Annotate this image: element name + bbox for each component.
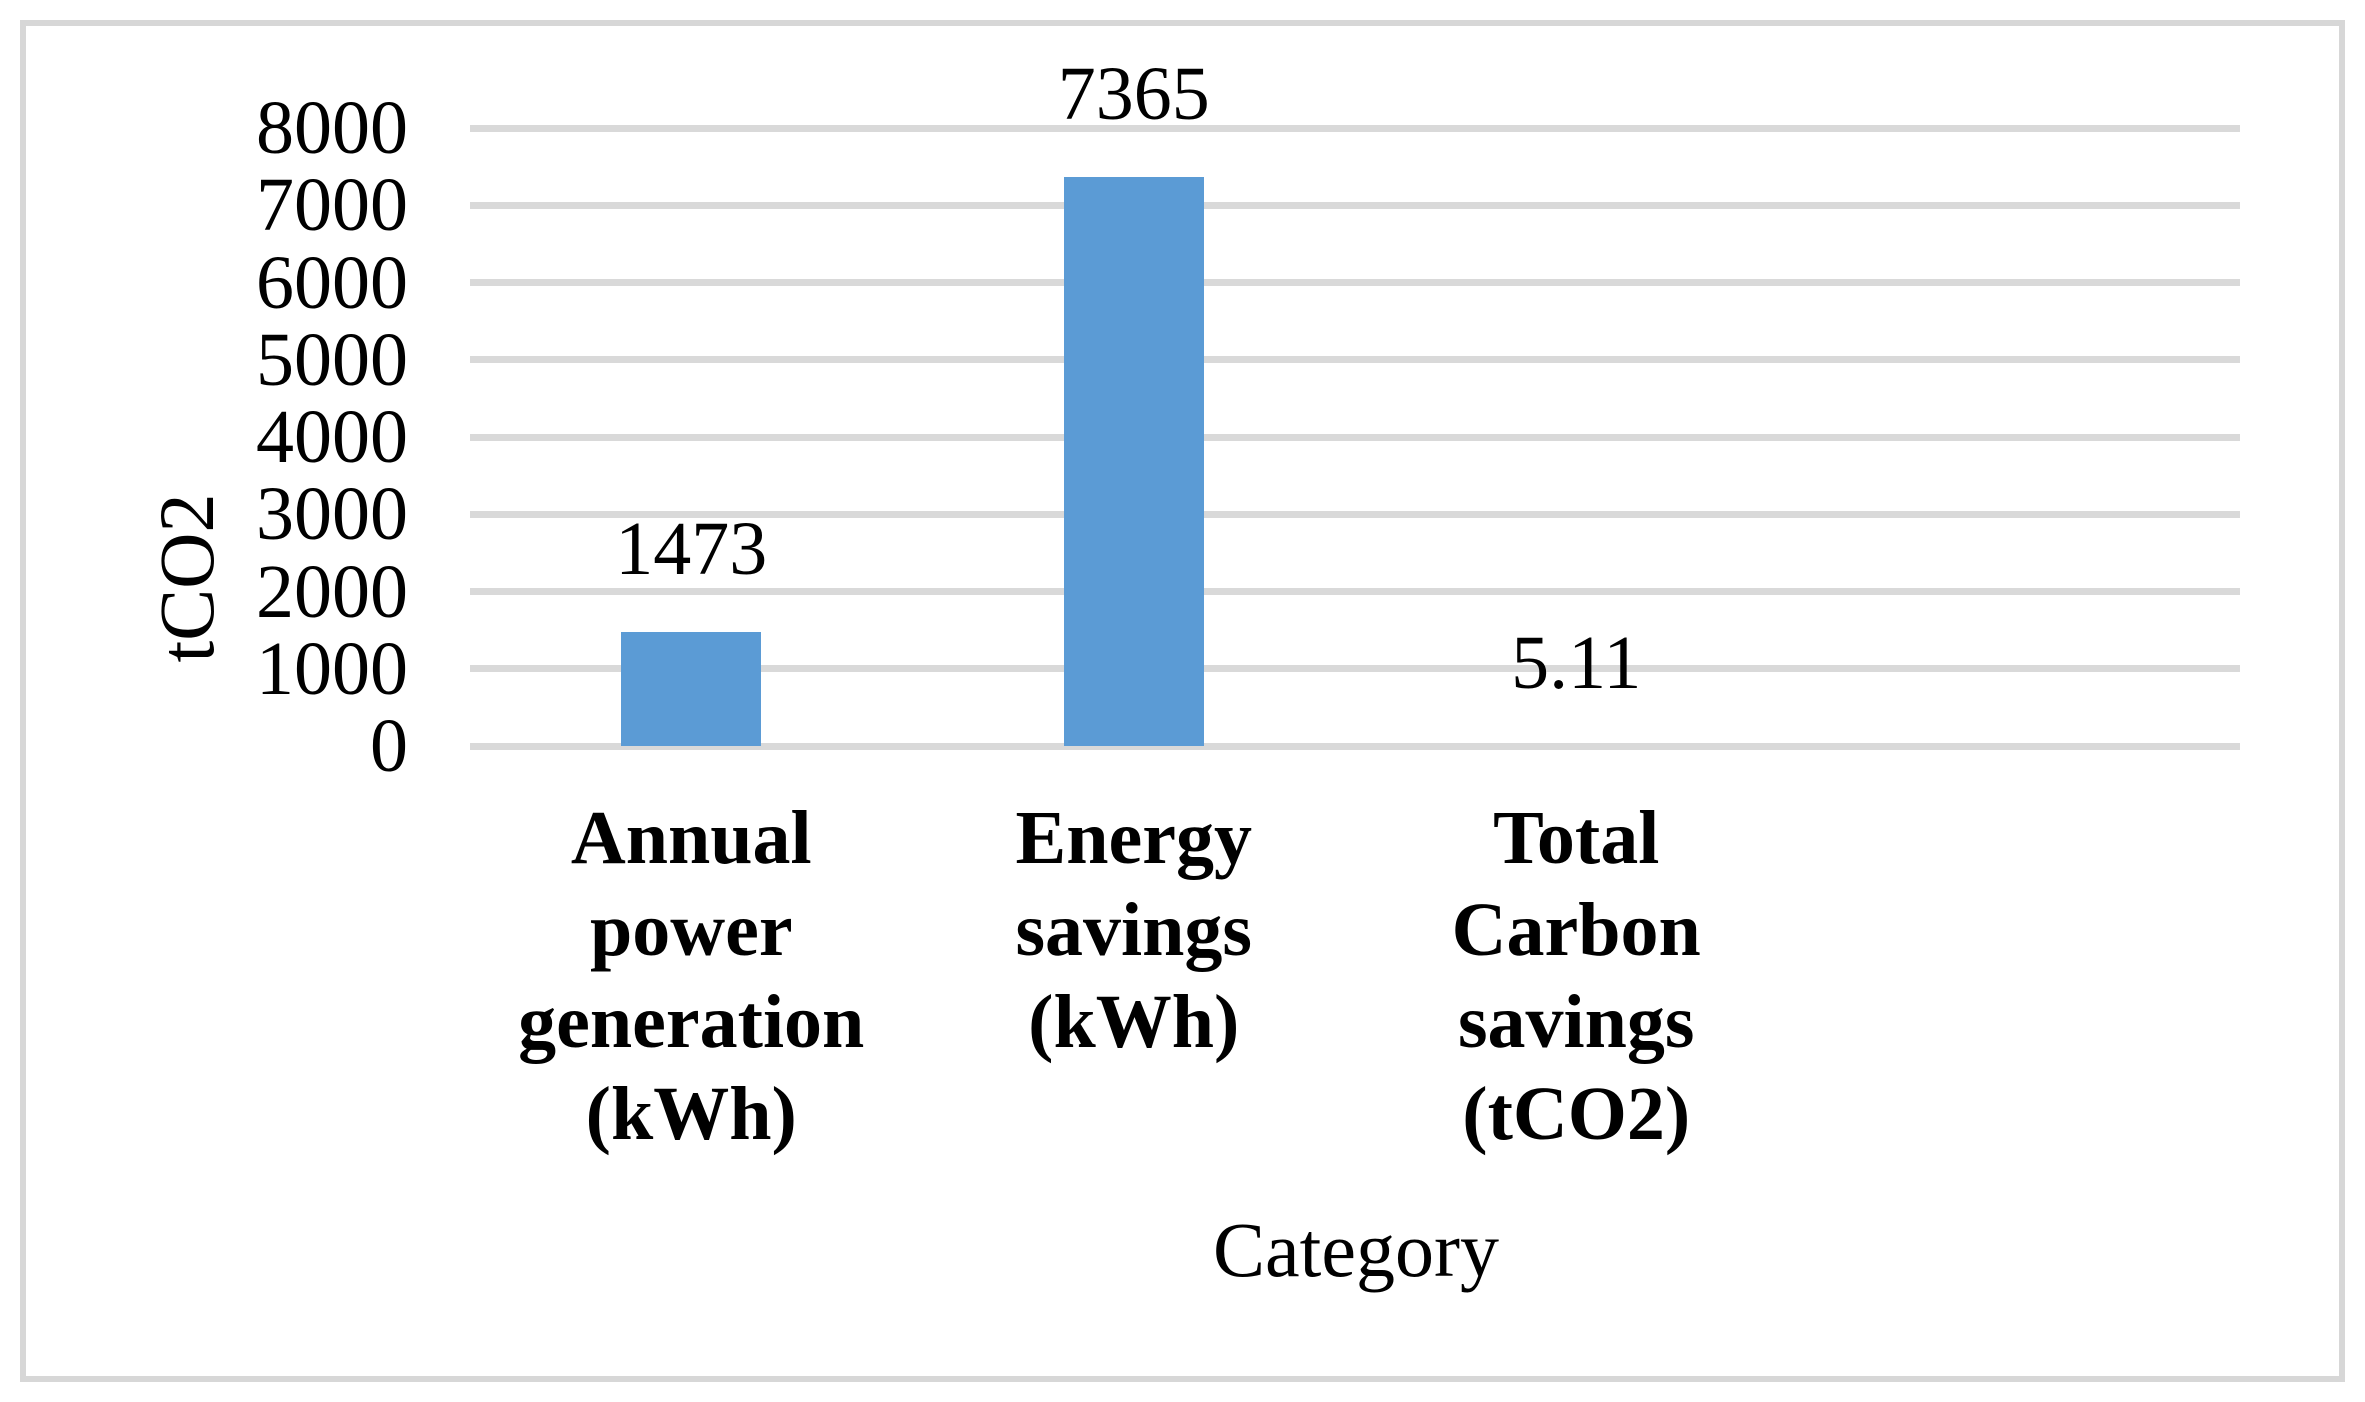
y-axis-title: tCO2 bbox=[143, 493, 230, 662]
bar-data-label: 5.11 bbox=[1511, 620, 1642, 705]
bar-data-label: 7365 bbox=[1057, 52, 1210, 137]
gridline bbox=[470, 279, 2240, 286]
figure-border bbox=[20, 20, 2345, 1382]
x-axis-title: Category bbox=[1056, 1204, 1656, 1296]
category-label: Annual power generation (kWh) bbox=[518, 796, 865, 1156]
gridline bbox=[470, 665, 2240, 673]
x-axis-title-text: Category bbox=[1213, 1206, 1499, 1293]
category-label: Energy savings (kWh) bbox=[1015, 796, 1253, 1064]
gridline bbox=[470, 742, 2240, 750]
y-tick-label: 5000 bbox=[256, 317, 408, 402]
y-tick-label: 8000 bbox=[256, 86, 408, 170]
y-tick-label: 2000 bbox=[256, 549, 408, 634]
gridline bbox=[470, 510, 2240, 518]
gridline bbox=[470, 588, 2240, 595]
y-tick-label: 0 bbox=[370, 704, 408, 788]
y-tick-label: 1000 bbox=[256, 626, 408, 711]
y-tick-label: 7000 bbox=[256, 163, 408, 248]
y-tick-label: 6000 bbox=[256, 240, 408, 325]
gridline bbox=[470, 201, 2240, 209]
y-tick-label: 4000 bbox=[256, 395, 408, 479]
y-tick-label: 3000 bbox=[256, 472, 408, 557]
y-axis-title-text: tCO2 bbox=[143, 493, 230, 663]
gridline bbox=[470, 356, 2240, 364]
gridline bbox=[470, 124, 2240, 132]
category-label: Total Carbon savings (tCO2) bbox=[1451, 796, 1701, 1156]
bar bbox=[1063, 177, 1204, 746]
bar bbox=[621, 632, 762, 746]
bar-data-label: 1473 bbox=[615, 507, 768, 592]
gridline bbox=[470, 433, 2240, 441]
